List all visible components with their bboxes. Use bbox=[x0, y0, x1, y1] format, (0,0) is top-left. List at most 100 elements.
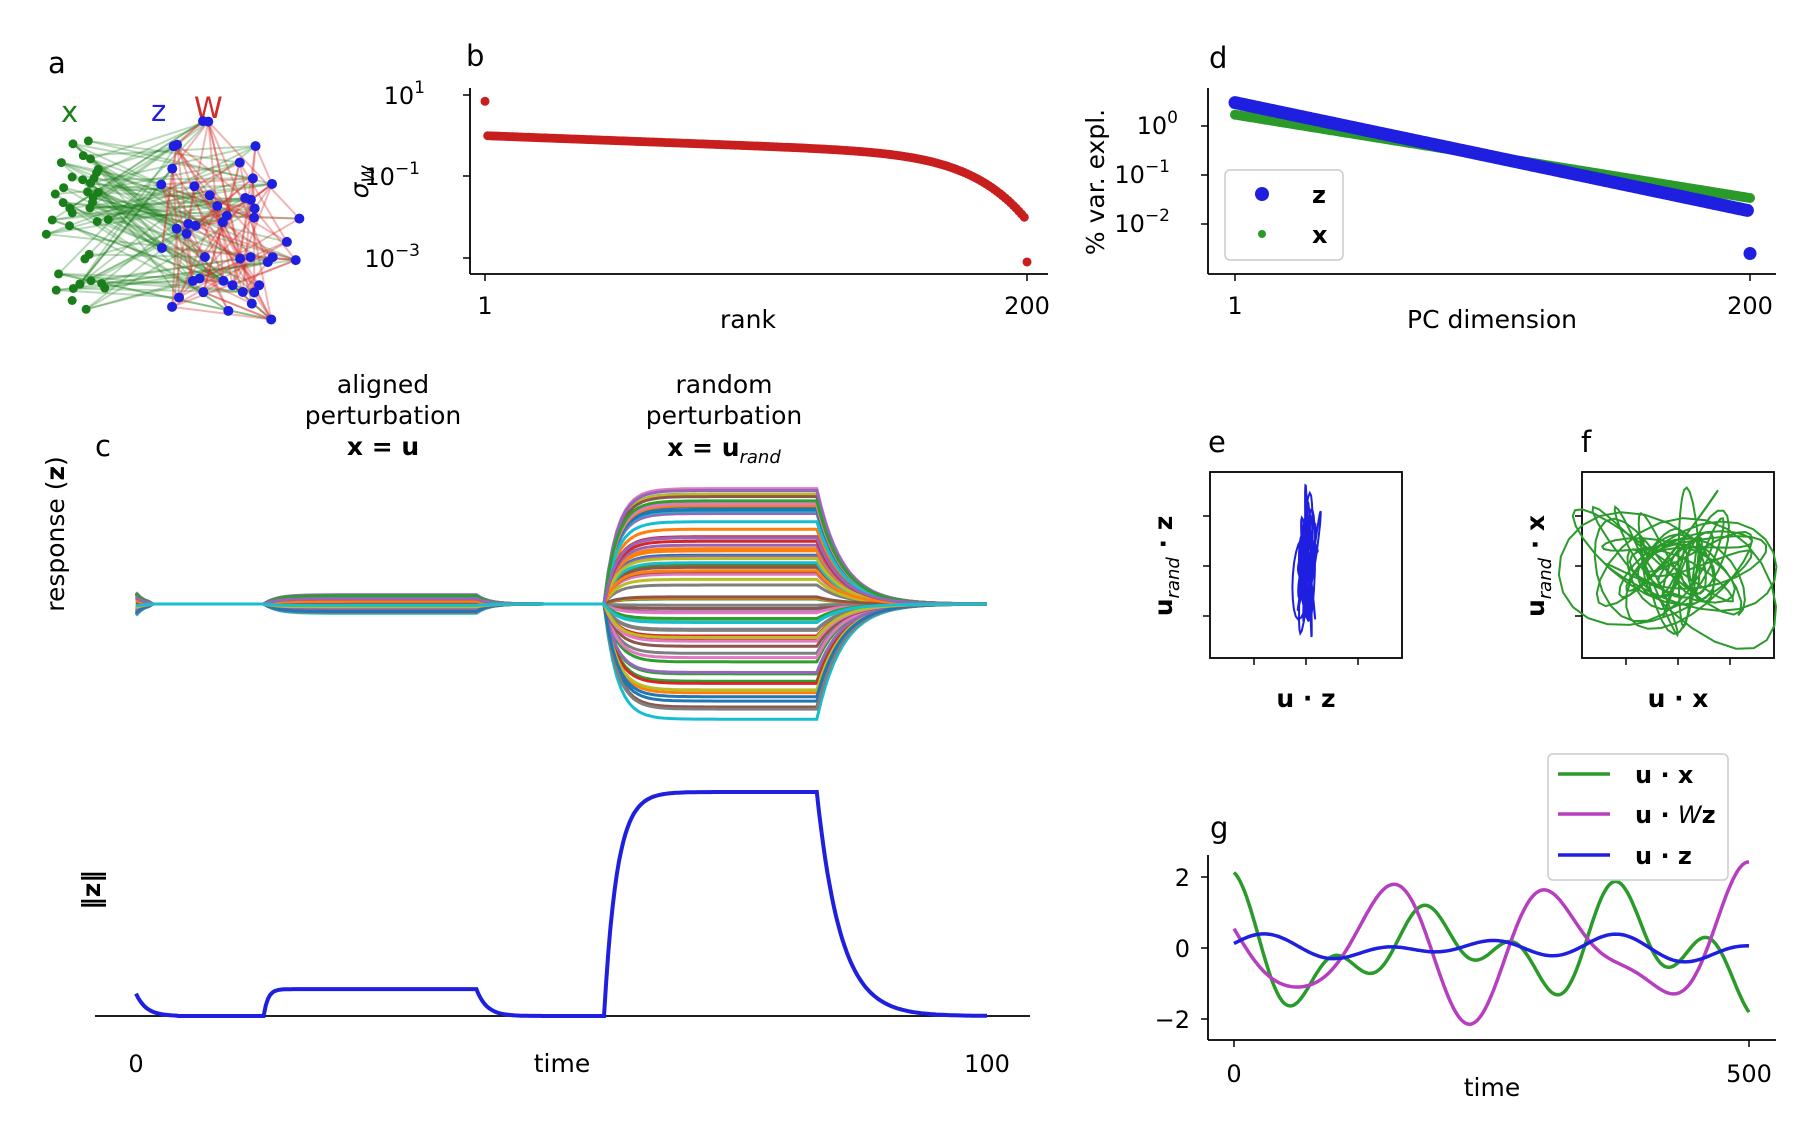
edge-x-z bbox=[87, 190, 251, 201]
edge-x-z bbox=[97, 191, 225, 282]
e-ticks bbox=[1203, 515, 1359, 665]
edge-z-z bbox=[207, 121, 242, 259]
edge-z-z bbox=[239, 258, 256, 293]
svg-text:x = u: x = u bbox=[347, 432, 419, 461]
node-z bbox=[221, 210, 232, 221]
edge-x-z bbox=[46, 177, 254, 236]
d-x-label: PC dimension bbox=[1407, 305, 1577, 334]
edge-z-z bbox=[171, 186, 196, 308]
edge-x-z bbox=[82, 154, 255, 294]
b-y-ticks: 101 10−1 10−3 bbox=[364, 78, 470, 273]
d-xtick-1: 1 bbox=[1227, 292, 1242, 320]
edge-z-z bbox=[194, 177, 254, 227]
edge-x-z bbox=[92, 196, 189, 225]
edge-x-z bbox=[85, 256, 273, 311]
edge-z-z bbox=[176, 144, 225, 282]
c-xtick-0: 0 bbox=[128, 1050, 143, 1078]
edge-z-z bbox=[160, 183, 218, 207]
node-x bbox=[51, 285, 61, 295]
edge-x-z bbox=[52, 182, 273, 221]
b-xtick-1: 1 bbox=[477, 292, 492, 320]
g-legend-uwz-label: u · Wz bbox=[1635, 801, 1716, 829]
edge-z-z bbox=[207, 121, 269, 263]
c-xtick-100: 100 bbox=[964, 1050, 1010, 1078]
g-series-line-2 bbox=[1233, 932, 1750, 964]
edge-z-z bbox=[187, 198, 252, 225]
edge-x-z bbox=[90, 158, 269, 263]
node-x bbox=[59, 183, 69, 193]
edge-x-z bbox=[108, 207, 255, 221]
node-z bbox=[267, 178, 278, 189]
edge-x-z bbox=[89, 206, 189, 225]
b-y-label: σW bbox=[345, 164, 379, 198]
edge-z-z bbox=[231, 199, 252, 286]
d-point-x bbox=[1745, 193, 1755, 204]
d-variance-explained bbox=[1228, 96, 1757, 261]
edge-x-z bbox=[93, 177, 180, 299]
e-trajectory bbox=[1291, 483, 1322, 638]
panel-d: d 100 10−1 10−2 1 200 PC dimension % var… bbox=[1081, 41, 1776, 334]
node-x bbox=[85, 203, 95, 213]
edge-x-z bbox=[46, 205, 218, 236]
edge-x-z bbox=[90, 182, 210, 197]
edge-x-z bbox=[60, 161, 297, 262]
c-response-traces bbox=[134, 487, 988, 721]
node-z bbox=[172, 139, 183, 150]
edge-x-z bbox=[83, 145, 256, 157]
edge-z-z bbox=[192, 217, 300, 282]
panel-label-d: d bbox=[1209, 41, 1227, 75]
edge-x-z bbox=[79, 168, 174, 285]
panel-a: a x z W bbox=[41, 46, 305, 325]
edge-z-z bbox=[176, 120, 204, 146]
edge-x-z bbox=[72, 211, 300, 220]
node-x bbox=[41, 229, 51, 239]
edge-x-z bbox=[79, 224, 197, 285]
edge-z-z bbox=[208, 194, 244, 293]
node-z bbox=[281, 236, 292, 247]
svg-text:random: random bbox=[676, 370, 773, 399]
edge-z-z bbox=[231, 183, 273, 286]
c-annotation-aligned: aligned perturbation x = u bbox=[305, 370, 462, 461]
node-z bbox=[189, 181, 200, 192]
edge-x-z bbox=[79, 168, 174, 285]
panel-label-c: c bbox=[95, 429, 111, 463]
g-series-line-0 bbox=[1232, 871, 1751, 1014]
c-top-y-label: response (z) bbox=[41, 456, 70, 612]
b-point bbox=[480, 96, 490, 106]
edge-z-z bbox=[254, 145, 273, 185]
node-z bbox=[203, 116, 214, 127]
edge-z-z bbox=[171, 120, 210, 170]
edge-x-z bbox=[108, 197, 246, 221]
edge-x-z bbox=[69, 145, 175, 209]
layer-label-z: z bbox=[151, 94, 166, 128]
panel-g: g 2 0 −2 0 500 time u · x u · Wz u · z bbox=[1155, 753, 1776, 1102]
edge-z-z bbox=[160, 183, 260, 286]
edge-x-z bbox=[85, 261, 269, 311]
d-ytick-0: 100 bbox=[1137, 108, 1178, 140]
edge-z-z bbox=[222, 221, 274, 258]
edge-x-z bbox=[89, 198, 251, 209]
node-z bbox=[294, 213, 305, 224]
edge-x-z bbox=[72, 142, 162, 186]
node-z bbox=[171, 223, 182, 234]
edge-x-z bbox=[89, 120, 209, 209]
b-ytick-0: 101 bbox=[384, 78, 425, 110]
e-x-label: u · z bbox=[1276, 684, 1335, 713]
c-norm-trace bbox=[134, 790, 987, 1018]
g-legend-ux-label: u · x bbox=[1635, 761, 1694, 789]
edge-z-z bbox=[207, 121, 225, 281]
edge-x-z bbox=[89, 197, 246, 209]
edge-z-z bbox=[161, 177, 253, 186]
svg-text:aligned: aligned bbox=[337, 370, 429, 399]
d-x-ticks: 1 200 bbox=[1227, 274, 1773, 320]
node-z bbox=[198, 287, 209, 298]
node-x bbox=[81, 304, 91, 314]
edge-z-z bbox=[202, 221, 224, 293]
panel-label-e: e bbox=[1208, 425, 1226, 459]
edge-z-z bbox=[231, 256, 252, 286]
node-x bbox=[100, 283, 110, 293]
edge-z-z bbox=[171, 168, 194, 282]
panel-label-a: a bbox=[48, 46, 66, 80]
f-trajectory bbox=[1557, 486, 1778, 650]
